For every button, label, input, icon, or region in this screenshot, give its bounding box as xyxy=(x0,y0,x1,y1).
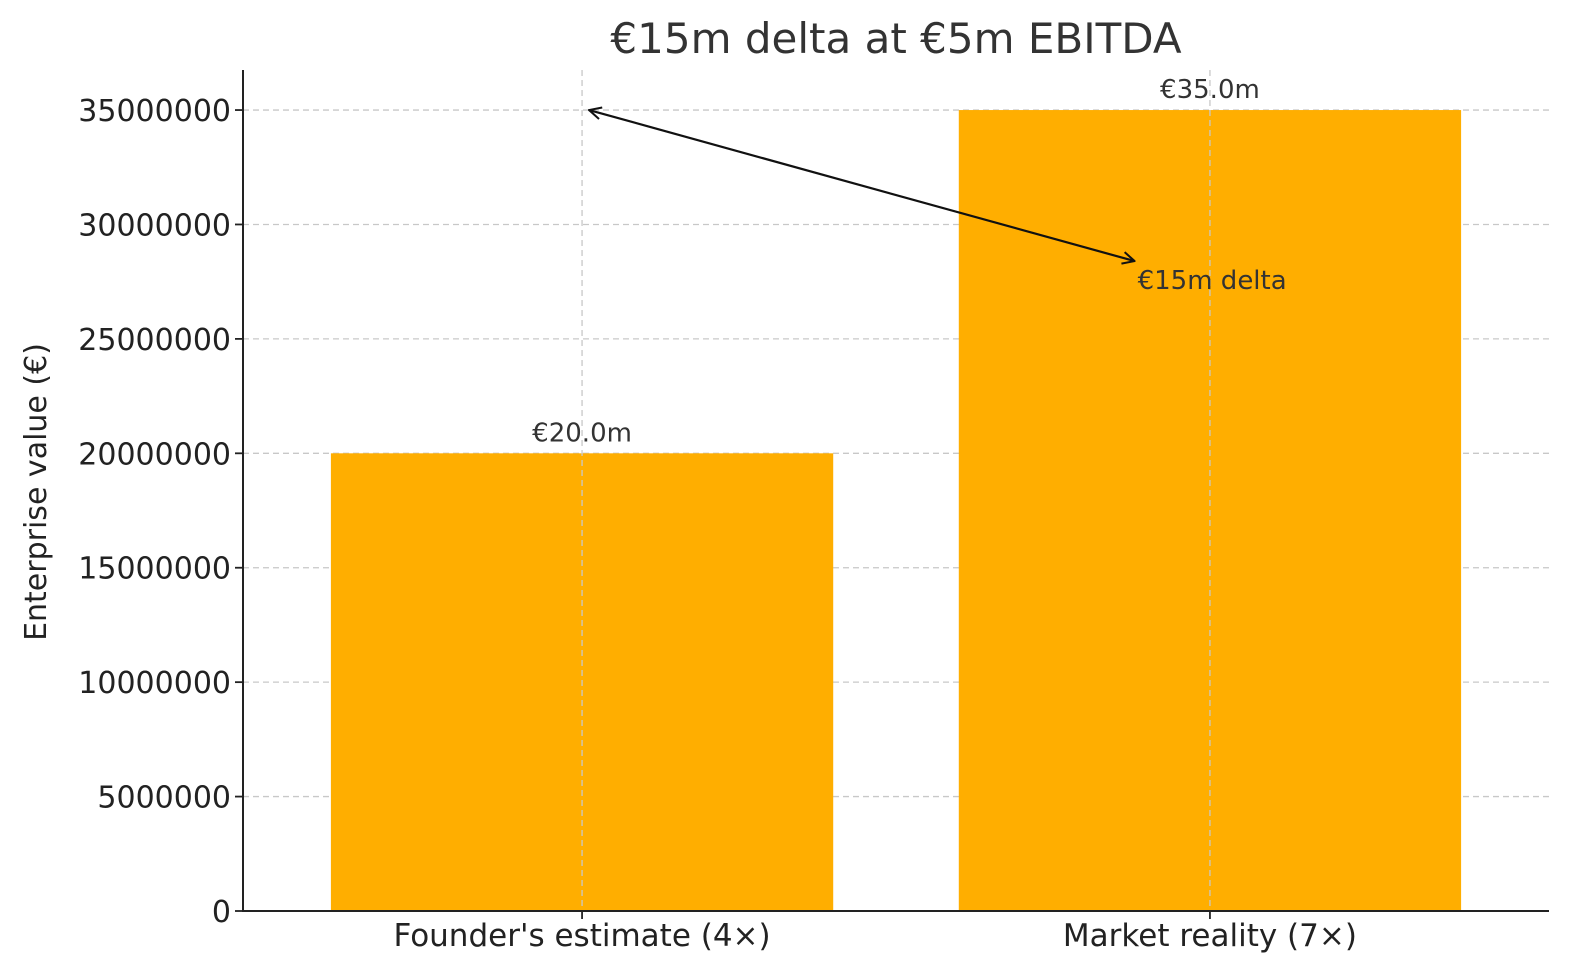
y-tick-label: 30000000 xyxy=(78,208,231,243)
bar-data-label: €20.0m xyxy=(532,418,632,448)
y-ticks: 0 5000000 10000000 15000000 20000000 25000000… xyxy=(78,94,243,930)
y-tick-label: 20000000 xyxy=(78,437,231,472)
y-tick-label: 5000000 xyxy=(97,781,231,816)
x-tick-label: Founder's estimate (4×) xyxy=(393,918,770,954)
x-tick-label: Market reality (7×) xyxy=(1063,918,1357,954)
bars xyxy=(330,110,1462,912)
vertical-grid-lines xyxy=(581,70,1211,911)
delta-arrow xyxy=(589,110,1135,261)
annotation: €15m delta xyxy=(589,110,1287,296)
axes xyxy=(242,70,1549,912)
chart-title: €15m delta at €5m EBITDA xyxy=(610,14,1181,63)
y-tick-label: 35000000 xyxy=(78,94,231,129)
y-axis-label: Enterprise value (€) xyxy=(19,343,54,641)
y-tick-label: 0 xyxy=(212,895,231,930)
x-ticks: Founder's estimate (4×) Market reality (7… xyxy=(393,911,1357,954)
data-labels: €20.0m €35.0m xyxy=(532,75,1260,448)
bar-data-label: €35.0m xyxy=(1160,75,1260,105)
y-tick-label: 25000000 xyxy=(78,323,231,358)
y-tick-label: 10000000 xyxy=(78,666,231,701)
y-tick-label: 15000000 xyxy=(78,552,231,587)
delta-annotation: €15m delta xyxy=(1138,266,1287,296)
